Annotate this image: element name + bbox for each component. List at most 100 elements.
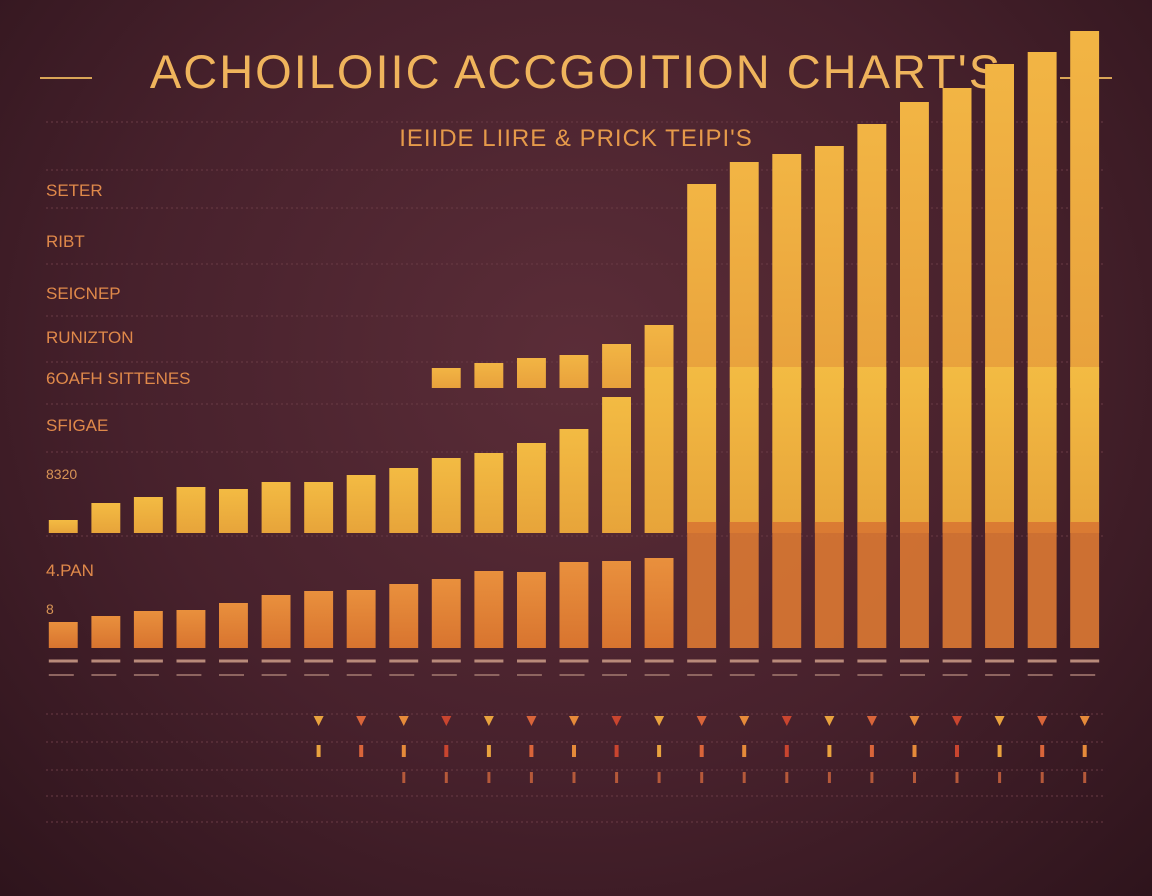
- lower-bar-25: [1070, 522, 1100, 648]
- marker-row3-22: [955, 772, 959, 783]
- middle-bar-12: [517, 443, 546, 533]
- middle-bar-5: [219, 489, 248, 533]
- lower-bar-13: [559, 562, 589, 648]
- upper-bar-11: [474, 363, 504, 388]
- lower-bar-4: [176, 610, 206, 648]
- row-label-3: SEICNEP: [46, 284, 121, 303]
- middle-bar-6: [261, 482, 291, 533]
- tick-label-2: 8: [46, 601, 54, 617]
- row-label-4: RUNIZTON: [46, 328, 134, 347]
- lower-bar-20: [857, 522, 887, 648]
- upper-bar-13: [559, 355, 589, 388]
- upper-bar-22: [942, 88, 972, 388]
- marker-row2-20: [869, 745, 874, 757]
- page-title: ACHOILOIIC ACCGOITION CHART'S: [149, 45, 1003, 98]
- middle-bar-2: [91, 503, 121, 533]
- marker-row2-18: [784, 745, 789, 757]
- lower-bar-9: [389, 584, 419, 648]
- marker-row1-9: [398, 716, 409, 726]
- middle-bar-20: [857, 367, 887, 533]
- upper-bar-25: [1070, 31, 1100, 388]
- lower-bar-19: [814, 522, 844, 648]
- lower-bar-5: [219, 603, 248, 648]
- upper-bar-12: [517, 358, 546, 388]
- marker-row1-22: [952, 716, 963, 726]
- lower-bar-14: [602, 561, 631, 648]
- marker-row2-11: [486, 745, 491, 757]
- lower-bar-8: [346, 590, 376, 648]
- middle-bar-4: [176, 487, 206, 533]
- upper-bar-14: [602, 344, 631, 388]
- lower-bar-3: [133, 611, 163, 648]
- lower-bar-16: [687, 522, 717, 648]
- marker-row2-16: [699, 745, 704, 757]
- upper-bar-17: [729, 162, 759, 388]
- middle-bar-19: [814, 367, 844, 533]
- marker-row2-7: [316, 745, 321, 757]
- lower-bar-23: [985, 522, 1014, 648]
- marker-row3-17: [742, 772, 746, 783]
- marker-row2-13: [572, 745, 576, 757]
- marker-row3-9: [402, 772, 406, 783]
- row-label-1: SETER: [46, 181, 103, 200]
- upper-bar-18: [772, 154, 802, 388]
- middle-bar-24: [1027, 367, 1057, 533]
- marker-row3-21: [913, 772, 916, 783]
- lower-bar-24: [1027, 522, 1057, 648]
- middle-bar-25: [1070, 367, 1100, 533]
- title-rule-left: [40, 77, 92, 79]
- marker-row2-19: [827, 745, 832, 757]
- marker-row2-21: [912, 745, 917, 757]
- marker-row3-20: [870, 772, 874, 783]
- marker-row2-22: [955, 745, 959, 757]
- middle-bar-16: [687, 367, 717, 533]
- lower-bar-15: [644, 558, 674, 648]
- middle-bar-9: [389, 468, 419, 533]
- marker-row2-10: [444, 745, 449, 757]
- marker-row2-8: [359, 745, 364, 757]
- lower-bar-17: [729, 522, 759, 648]
- upper-bar-24: [1027, 52, 1057, 388]
- marker-row2-23: [997, 745, 1002, 757]
- upper-bar-20: [857, 124, 887, 388]
- marker-row1-8: [356, 716, 367, 726]
- marker-row3-19: [827, 772, 831, 783]
- upper-bar-16: [687, 184, 717, 388]
- marker-row1-14: [611, 716, 622, 726]
- marker-row1-19: [824, 716, 835, 726]
- marker-row1-16: [696, 716, 707, 726]
- row-label-7: 4.PAN: [46, 561, 94, 580]
- marker-row1-25: [1079, 716, 1090, 726]
- lower-bar-7: [304, 591, 334, 648]
- marker-row3-15: [657, 772, 661, 783]
- middle-bar-7: [304, 482, 334, 533]
- marker-row2-9: [401, 745, 406, 757]
- lower-bar-10: [431, 579, 461, 648]
- row-label-2: RIBT: [46, 232, 85, 251]
- marker-row3-14: [615, 772, 619, 783]
- middle-bar-1: [48, 520, 78, 533]
- middle-bar-3: [133, 497, 163, 533]
- page-subtitle: IEIIDE LIIRE & PRICK TEIPI'S: [399, 125, 753, 152]
- marker-row1-21: [909, 716, 920, 726]
- upper-bar-10: [431, 368, 461, 388]
- upper-bar-23: [985, 64, 1014, 388]
- marker-row2-17: [742, 745, 747, 757]
- middle-bar-23: [985, 367, 1014, 533]
- marker-row2-25: [1082, 745, 1087, 757]
- lower-bar-6: [261, 595, 291, 648]
- marker-row1-23: [994, 716, 1005, 726]
- marker-row3-13: [572, 772, 576, 783]
- marker-row1-20: [866, 716, 877, 726]
- middle-bar-14: [602, 397, 631, 533]
- lower-bar-18: [772, 522, 802, 648]
- marker-row2-15: [657, 745, 662, 757]
- middle-bar-11: [474, 453, 504, 533]
- marker-row3-24: [1040, 772, 1044, 783]
- lower-bar-11: [474, 571, 504, 648]
- title-row: ACHOILOIIC ACCGOITION CHART'S: [0, 40, 1152, 104]
- lower-bar-21: [900, 522, 929, 648]
- middle-bar-17: [729, 367, 759, 533]
- middle-bar-10: [431, 458, 461, 533]
